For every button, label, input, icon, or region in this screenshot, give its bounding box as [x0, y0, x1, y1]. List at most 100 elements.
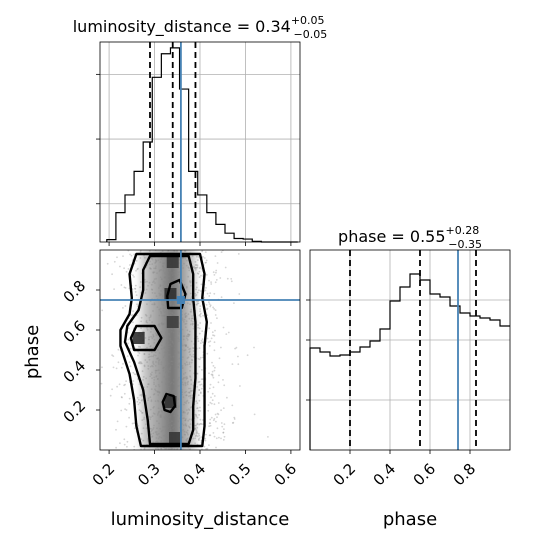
sample-point — [158, 287, 160, 289]
sample-point — [154, 261, 157, 264]
sample-point — [220, 251, 223, 254]
sample-point — [198, 439, 200, 441]
sample-point — [127, 338, 130, 341]
sample-point — [128, 361, 131, 363]
sample-point — [216, 416, 218, 419]
sample-point — [204, 261, 207, 264]
sample-point — [164, 314, 167, 317]
sample-point — [189, 323, 192, 326]
sample-point — [183, 433, 186, 436]
sample-point — [194, 267, 197, 269]
sample-point — [172, 331, 175, 334]
density-peak-5 — [166, 316, 179, 328]
sample-point — [152, 393, 155, 396]
sample-point — [199, 310, 202, 313]
sample-point — [167, 388, 170, 390]
sample-point — [111, 354, 113, 356]
sample-point — [172, 342, 175, 345]
sample-point — [184, 411, 186, 414]
sample-point — [213, 341, 216, 344]
sample-point — [132, 380, 135, 382]
sample-point — [177, 331, 180, 333]
sample-point — [192, 327, 195, 330]
sample-point — [203, 257, 206, 259]
sample-point — [212, 376, 215, 379]
sample-point — [197, 256, 200, 258]
sample-point — [187, 391, 190, 394]
sample-point — [135, 269, 137, 272]
sample-point — [186, 339, 189, 341]
sample-point — [183, 376, 185, 379]
density-peak-3 — [166, 256, 179, 268]
sample-point — [224, 266, 227, 269]
sample-point — [156, 272, 158, 275]
sample-point — [171, 420, 174, 423]
sample-point — [153, 342, 156, 344]
sample-point — [169, 366, 172, 369]
sample-point — [201, 330, 204, 332]
sample-point — [164, 258, 167, 261]
sample-point — [185, 285, 188, 288]
sample-point — [185, 402, 188, 405]
sample-point — [150, 388, 153, 390]
sample-point — [163, 366, 166, 369]
sample-point — [212, 386, 215, 389]
sample-point — [233, 418, 236, 420]
sample-point — [183, 335, 186, 337]
sample-point — [115, 367, 118, 370]
sample-point — [163, 262, 166, 265]
sample-point — [185, 315, 188, 317]
sample-point — [210, 402, 213, 405]
sample-point — [170, 391, 173, 394]
sample-point — [187, 408, 190, 410]
sample-point — [158, 270, 161, 273]
sample-point — [164, 417, 166, 420]
sample-point — [138, 352, 141, 354]
sample-point — [153, 379, 156, 381]
sample-point — [169, 269, 172, 271]
sample-point — [149, 345, 152, 348]
sample-point — [154, 365, 157, 367]
sample-point — [167, 422, 170, 424]
sample-point — [190, 311, 193, 313]
sample-point — [196, 264, 199, 267]
sample-point — [152, 363, 155, 366]
sample-point — [190, 340, 193, 343]
sample-point — [226, 396, 228, 399]
sample-point — [160, 331, 163, 333]
scatter-ytick-label-1: 0.4 — [60, 357, 90, 387]
sample-point — [220, 422, 223, 424]
sample-point — [190, 406, 193, 408]
sample-point — [174, 283, 177, 286]
sample-point — [151, 258, 154, 261]
sample-point — [167, 370, 170, 373]
sample-point — [116, 385, 118, 388]
sample-point — [219, 277, 222, 279]
sample-point — [143, 365, 146, 368]
sample-point — [123, 267, 125, 270]
sample-point — [159, 307, 162, 310]
sample-point — [144, 278, 146, 281]
sample-point — [164, 281, 167, 283]
sample-point — [174, 273, 177, 276]
sample-point — [119, 265, 121, 268]
sample-point — [148, 336, 151, 339]
sample-point — [177, 397, 180, 400]
sample-point — [146, 280, 148, 283]
sample-point — [161, 303, 163, 305]
sample-point — [187, 333, 190, 335]
sample-point — [143, 256, 146, 259]
sample-point — [210, 283, 213, 285]
sample-point — [158, 385, 161, 388]
sample-point — [159, 415, 162, 418]
sample-point — [143, 353, 146, 356]
sample-point — [184, 313, 186, 315]
sample-point — [198, 314, 201, 317]
sample-point — [164, 277, 167, 279]
sample-point — [169, 314, 172, 317]
sample-point — [176, 275, 179, 278]
sample-point — [213, 369, 216, 372]
sample-point — [205, 433, 207, 436]
sample-point — [149, 416, 152, 419]
sample-point — [154, 267, 157, 269]
